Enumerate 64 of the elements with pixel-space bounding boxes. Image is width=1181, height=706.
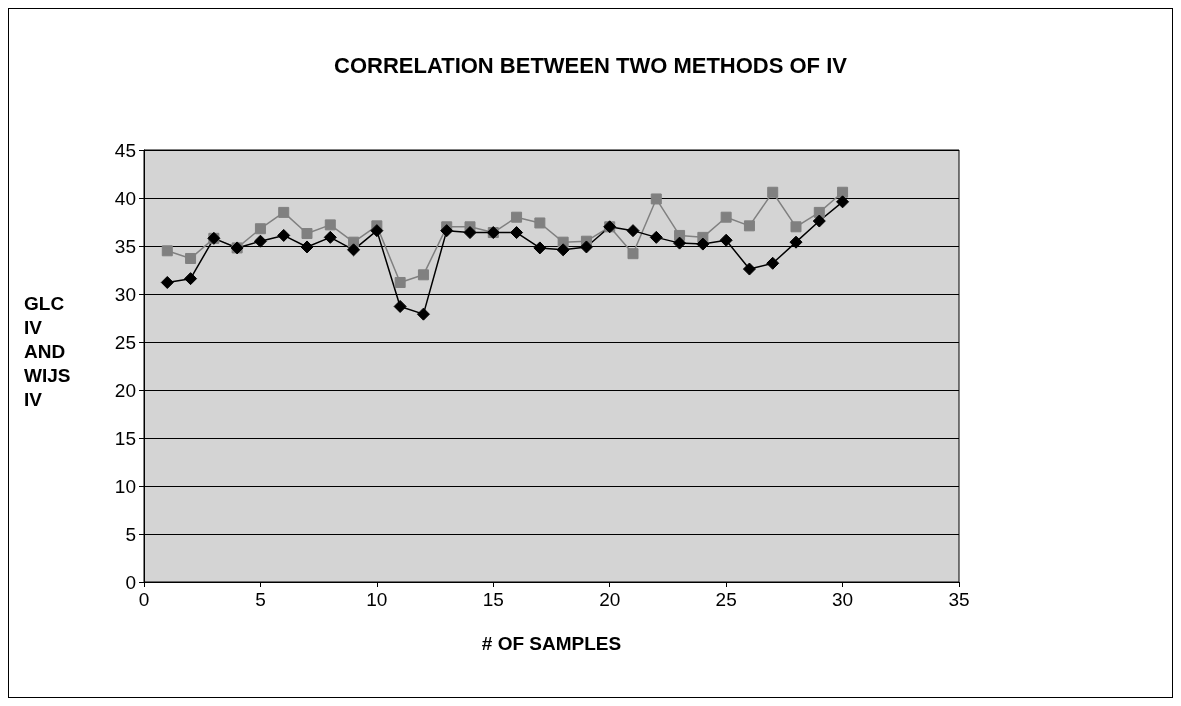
point	[837, 186, 849, 198]
x-tick-label: 15	[482, 589, 504, 610]
point	[254, 223, 266, 235]
point	[324, 219, 336, 231]
point	[673, 236, 687, 250]
point	[742, 262, 756, 276]
point	[184, 272, 198, 286]
point	[743, 220, 755, 232]
point	[626, 224, 640, 238]
point	[278, 206, 290, 218]
point	[767, 186, 779, 198]
point	[301, 228, 313, 240]
point	[185, 252, 197, 264]
point	[394, 276, 406, 288]
point	[720, 211, 732, 223]
point	[161, 245, 173, 257]
y-tick-label: 20	[114, 379, 136, 401]
y-axis-title: GLC IV AND WIJS IV	[24, 292, 76, 410]
point	[510, 226, 524, 240]
point	[277, 228, 291, 242]
y-tick-label: 25	[114, 331, 136, 353]
point	[323, 230, 337, 244]
x-axis-title: # OF SAMPLES	[481, 633, 622, 654]
point	[766, 256, 780, 270]
point	[836, 195, 850, 209]
point	[579, 240, 593, 254]
point	[300, 240, 314, 254]
point	[650, 193, 662, 205]
y-tick-label: 15	[114, 427, 136, 449]
point	[347, 243, 361, 257]
point	[370, 224, 384, 238]
point	[790, 221, 802, 233]
x-tick-label: 35	[948, 589, 970, 610]
x-tick-label: 10	[366, 589, 388, 610]
point	[463, 226, 477, 240]
y-tick-label: 10	[114, 475, 136, 497]
point	[417, 269, 429, 281]
x-tick-label: 20	[599, 589, 621, 610]
point	[253, 234, 267, 248]
point	[696, 237, 710, 251]
y-tick-label: 35	[114, 235, 136, 257]
x-tick-label: 0	[138, 589, 150, 610]
point	[556, 243, 570, 257]
point	[627, 248, 639, 260]
y-tick-label: 30	[114, 283, 136, 305]
point	[789, 235, 803, 249]
chart-title: CORRELATION BETWEEN TWO METHODS OF IV	[334, 52, 848, 78]
point	[533, 241, 547, 255]
point	[160, 275, 174, 289]
point	[649, 230, 663, 244]
point	[812, 214, 826, 228]
point	[719, 233, 733, 247]
y-tick-label: 5	[125, 523, 136, 545]
x-tick-label: 25	[715, 589, 737, 610]
point	[393, 299, 407, 313]
x-tick-label: 5	[255, 589, 266, 610]
point	[416, 307, 430, 321]
y-tick-label: 45	[114, 139, 136, 161]
y-tick-label: 40	[114, 187, 136, 209]
point	[511, 211, 523, 223]
x-tick-label: 30	[832, 589, 854, 610]
point	[440, 224, 454, 238]
point	[534, 217, 546, 229]
y-tick-label: 0	[125, 571, 136, 593]
